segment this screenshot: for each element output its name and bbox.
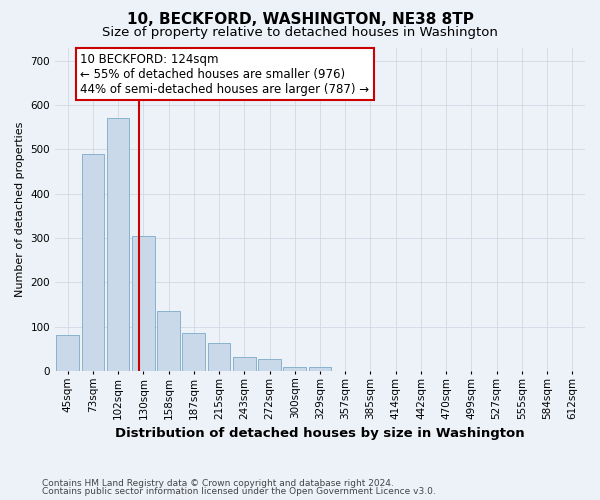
Text: Size of property relative to detached houses in Washington: Size of property relative to detached ho… [102,26,498,39]
Text: 10 BECKFORD: 124sqm
← 55% of detached houses are smaller (976)
44% of semi-detac: 10 BECKFORD: 124sqm ← 55% of detached ho… [80,52,370,96]
Bar [132,236,155,371]
Bar [182,334,205,371]
X-axis label: Distribution of detached houses by size in Washington: Distribution of detached houses by size … [115,427,525,440]
Bar [82,154,104,371]
Text: Contains public sector information licensed under the Open Government Licence v3: Contains public sector information licen… [42,487,436,496]
Bar [208,343,230,371]
Bar [308,366,331,371]
Bar [157,310,180,371]
Text: 10, BECKFORD, WASHINGTON, NE38 8TP: 10, BECKFORD, WASHINGTON, NE38 8TP [127,12,473,28]
Bar [56,334,79,371]
Y-axis label: Number of detached properties: Number of detached properties [15,122,25,297]
Bar [107,118,130,371]
Text: Contains HM Land Registry data © Crown copyright and database right 2024.: Contains HM Land Registry data © Crown c… [42,478,394,488]
Bar [283,366,306,371]
Bar [258,359,281,371]
Bar [233,357,256,371]
